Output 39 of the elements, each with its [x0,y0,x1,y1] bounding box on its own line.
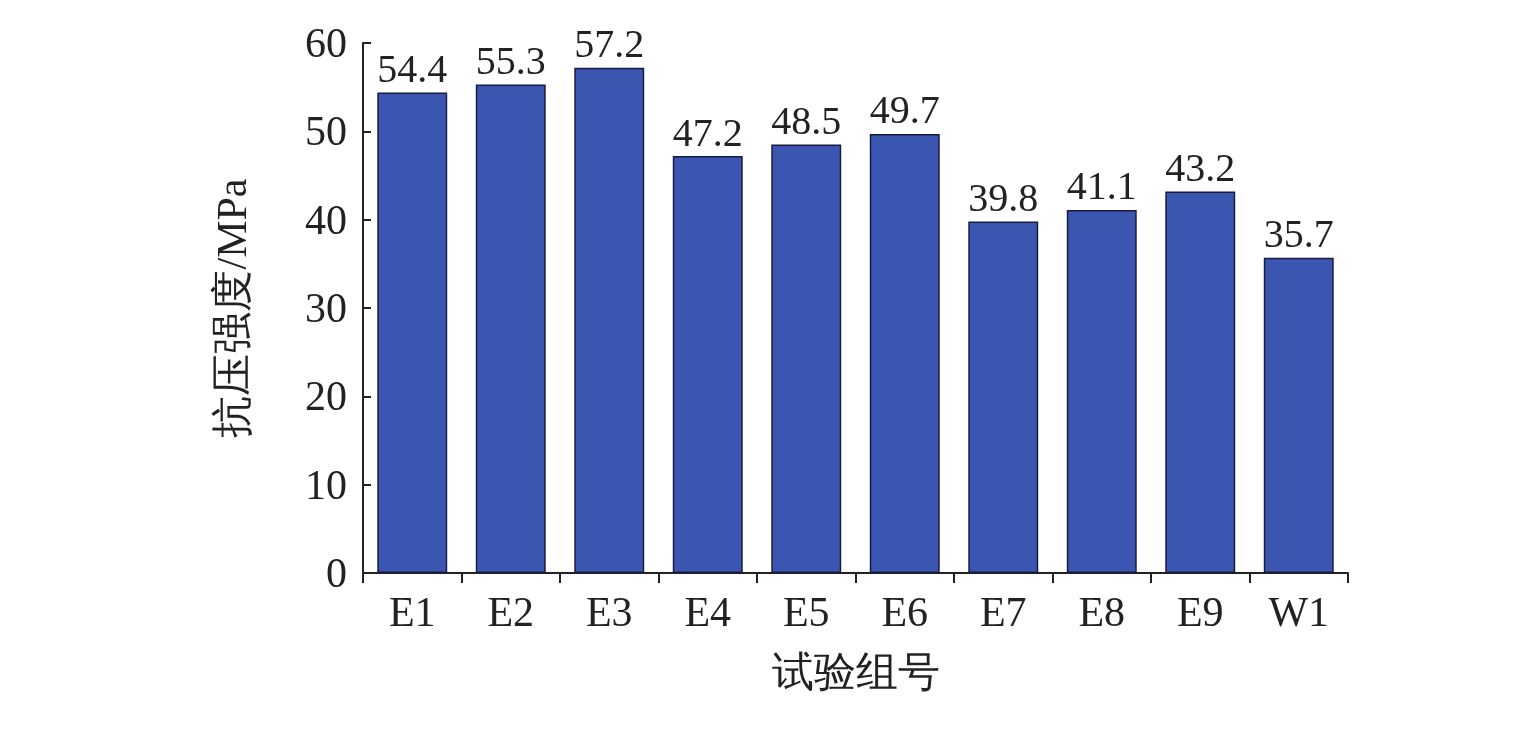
y-tick-label: 40 [305,196,347,243]
y-tick-label: 60 [305,20,347,66]
data-label: 57.2 [574,21,645,67]
bar [377,92,448,573]
x-tick-label: E8 [1078,589,1126,635]
bar [1263,257,1334,573]
data-label: 47.2 [672,109,743,155]
x-tick-label: E5 [782,589,830,635]
data-label: 41.1 [1066,163,1137,209]
data-label: 49.7 [869,87,940,133]
y-tick-label: 50 [305,108,347,155]
bar [574,67,645,573]
data-label: 35.7 [1263,211,1334,257]
data-label: 54.4 [377,45,448,91]
bar [672,156,743,573]
bar [869,133,940,573]
y-tick-label: 10 [305,461,347,508]
y-tick-label: 30 [305,285,347,331]
y-tick-label: 0 [326,550,347,596]
x-tick-label: E9 [1176,589,1224,635]
bar [1165,191,1236,573]
x-tick-label: E6 [881,589,929,635]
x-tick-label: E2 [487,589,535,635]
data-label: 39.8 [968,174,1039,220]
y-tick-label: 20 [305,373,347,420]
x-tick-label: W1 [1268,589,1330,635]
x-tick-label: E7 [979,589,1027,635]
bar [475,84,546,573]
bar [771,144,842,573]
bar [1066,209,1137,573]
y-axis-title: 抗压强度/MPa [209,178,255,438]
x-tick-label: E1 [388,589,436,635]
data-label: 55.3 [475,38,546,84]
data-label: 48.5 [771,98,842,144]
bar [968,221,1039,573]
x-tick-label: E3 [585,589,633,635]
x-axis-title: 试验组号 [771,649,940,695]
x-tick-label: E4 [684,589,732,635]
data-label: 43.2 [1165,144,1236,190]
